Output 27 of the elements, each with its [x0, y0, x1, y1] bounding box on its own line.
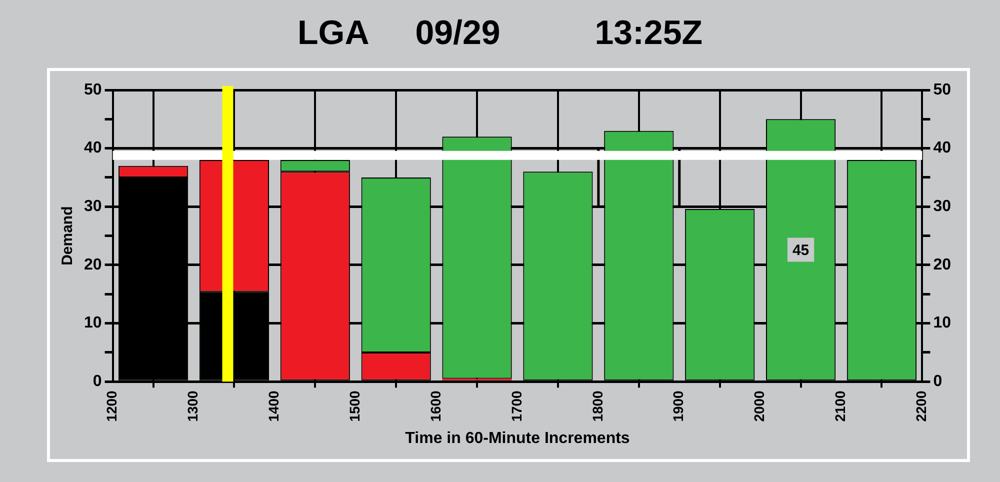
x-tick-label: 1200 — [104, 390, 120, 422]
x-tick-label: 1400 — [266, 390, 282, 422]
y2-tick-label: 30 — [933, 198, 952, 216]
y2-tick-label: 20 — [933, 256, 952, 274]
y2-tick-label: 0 — [933, 373, 942, 390]
x-tick-label: 2000 — [751, 390, 768, 422]
chart-title: LGA 09/29 13:25Z — [296, 14, 704, 53]
x-tick-label: 2100 — [832, 390, 848, 422]
x-tick-label: 1300 — [184, 390, 201, 422]
x-tick-label: 1600 — [427, 390, 444, 422]
y-tick-label: 0 — [92, 373, 102, 390]
y-tick-label: 40 — [84, 140, 102, 157]
y-tick-label: 10 — [84, 314, 102, 332]
x-tick-label: 1900 — [670, 390, 686, 422]
x-tick-label: 2200 — [913, 390, 930, 422]
data-label: 45 — [792, 242, 810, 259]
y-axis-title: Demand — [59, 206, 76, 266]
x-tick-label: 1500 — [346, 390, 362, 422]
y2-tick-label: 50 — [933, 81, 952, 98]
x-tick-label: 1800 — [589, 390, 606, 422]
x-tick-label: 1700 — [508, 390, 524, 422]
y-tick-label: 30 — [84, 198, 102, 216]
y2-tick-label: 10 — [933, 314, 952, 332]
y2-tick-label: 40 — [933, 140, 952, 157]
x-axis-title: Time in 60-Minute Increments — [405, 430, 630, 447]
y-tick-label: 20 — [84, 256, 102, 274]
y-tick-label: 50 — [84, 81, 102, 98]
